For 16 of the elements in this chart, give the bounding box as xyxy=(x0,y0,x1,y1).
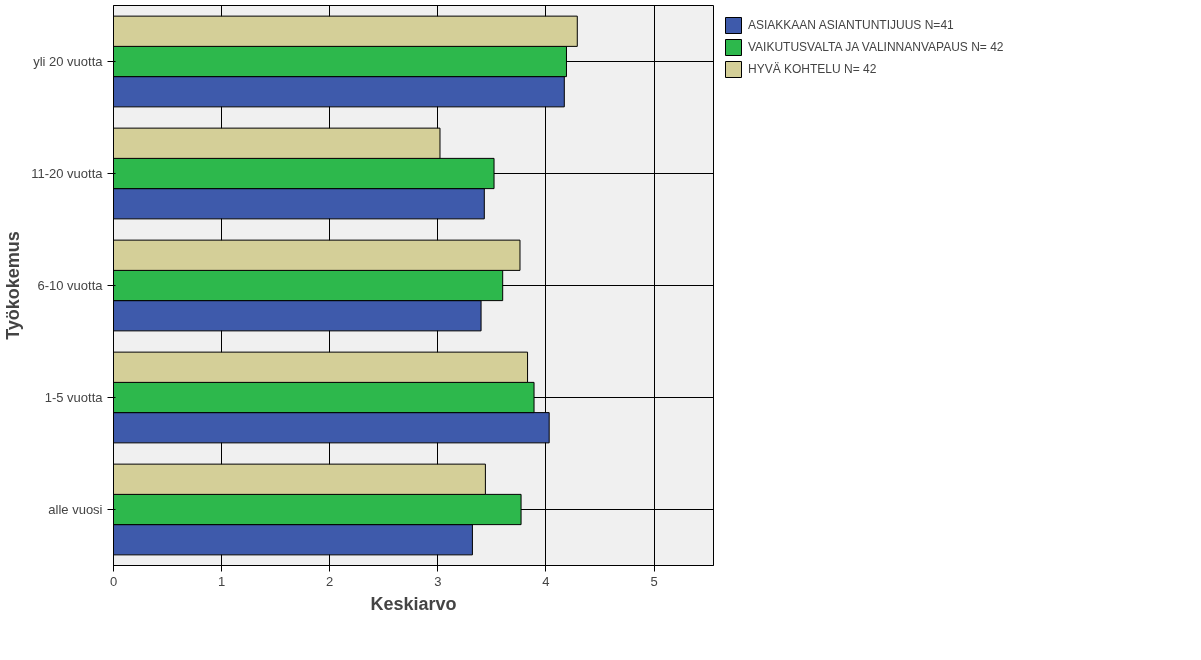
legend-label: HYVÄ KOHTELU N= 42 xyxy=(748,62,877,76)
y-tick-label: yli 20 vuotta xyxy=(33,54,104,69)
x-tick-label: 0 xyxy=(109,573,118,589)
x-tick-label: 1 xyxy=(217,573,226,589)
y-tick-label: alle vuosi xyxy=(48,502,103,517)
y-axis-title: Työkokemus xyxy=(3,231,24,340)
y-tick-label: 11-20 vuotta xyxy=(31,166,104,181)
y-tick-label: 6-10 vuotta xyxy=(37,278,104,293)
x-tick-label: 4 xyxy=(542,573,550,589)
x-axis-title: Keskiarvo xyxy=(370,593,457,614)
x-tick-label: 5 xyxy=(650,573,658,589)
x-tick-label: 3 xyxy=(434,573,442,589)
legend-label: ASIAKKAAN ASIANTUNTIJUUS N=41 xyxy=(748,18,954,32)
x-tick-label: 2 xyxy=(326,573,334,589)
legend-label: VAIKUTUSVALTA JA VALINNANVAPAUS N= 42 xyxy=(748,40,1004,54)
y-tick-label: 1-5 vuotta xyxy=(44,390,104,405)
